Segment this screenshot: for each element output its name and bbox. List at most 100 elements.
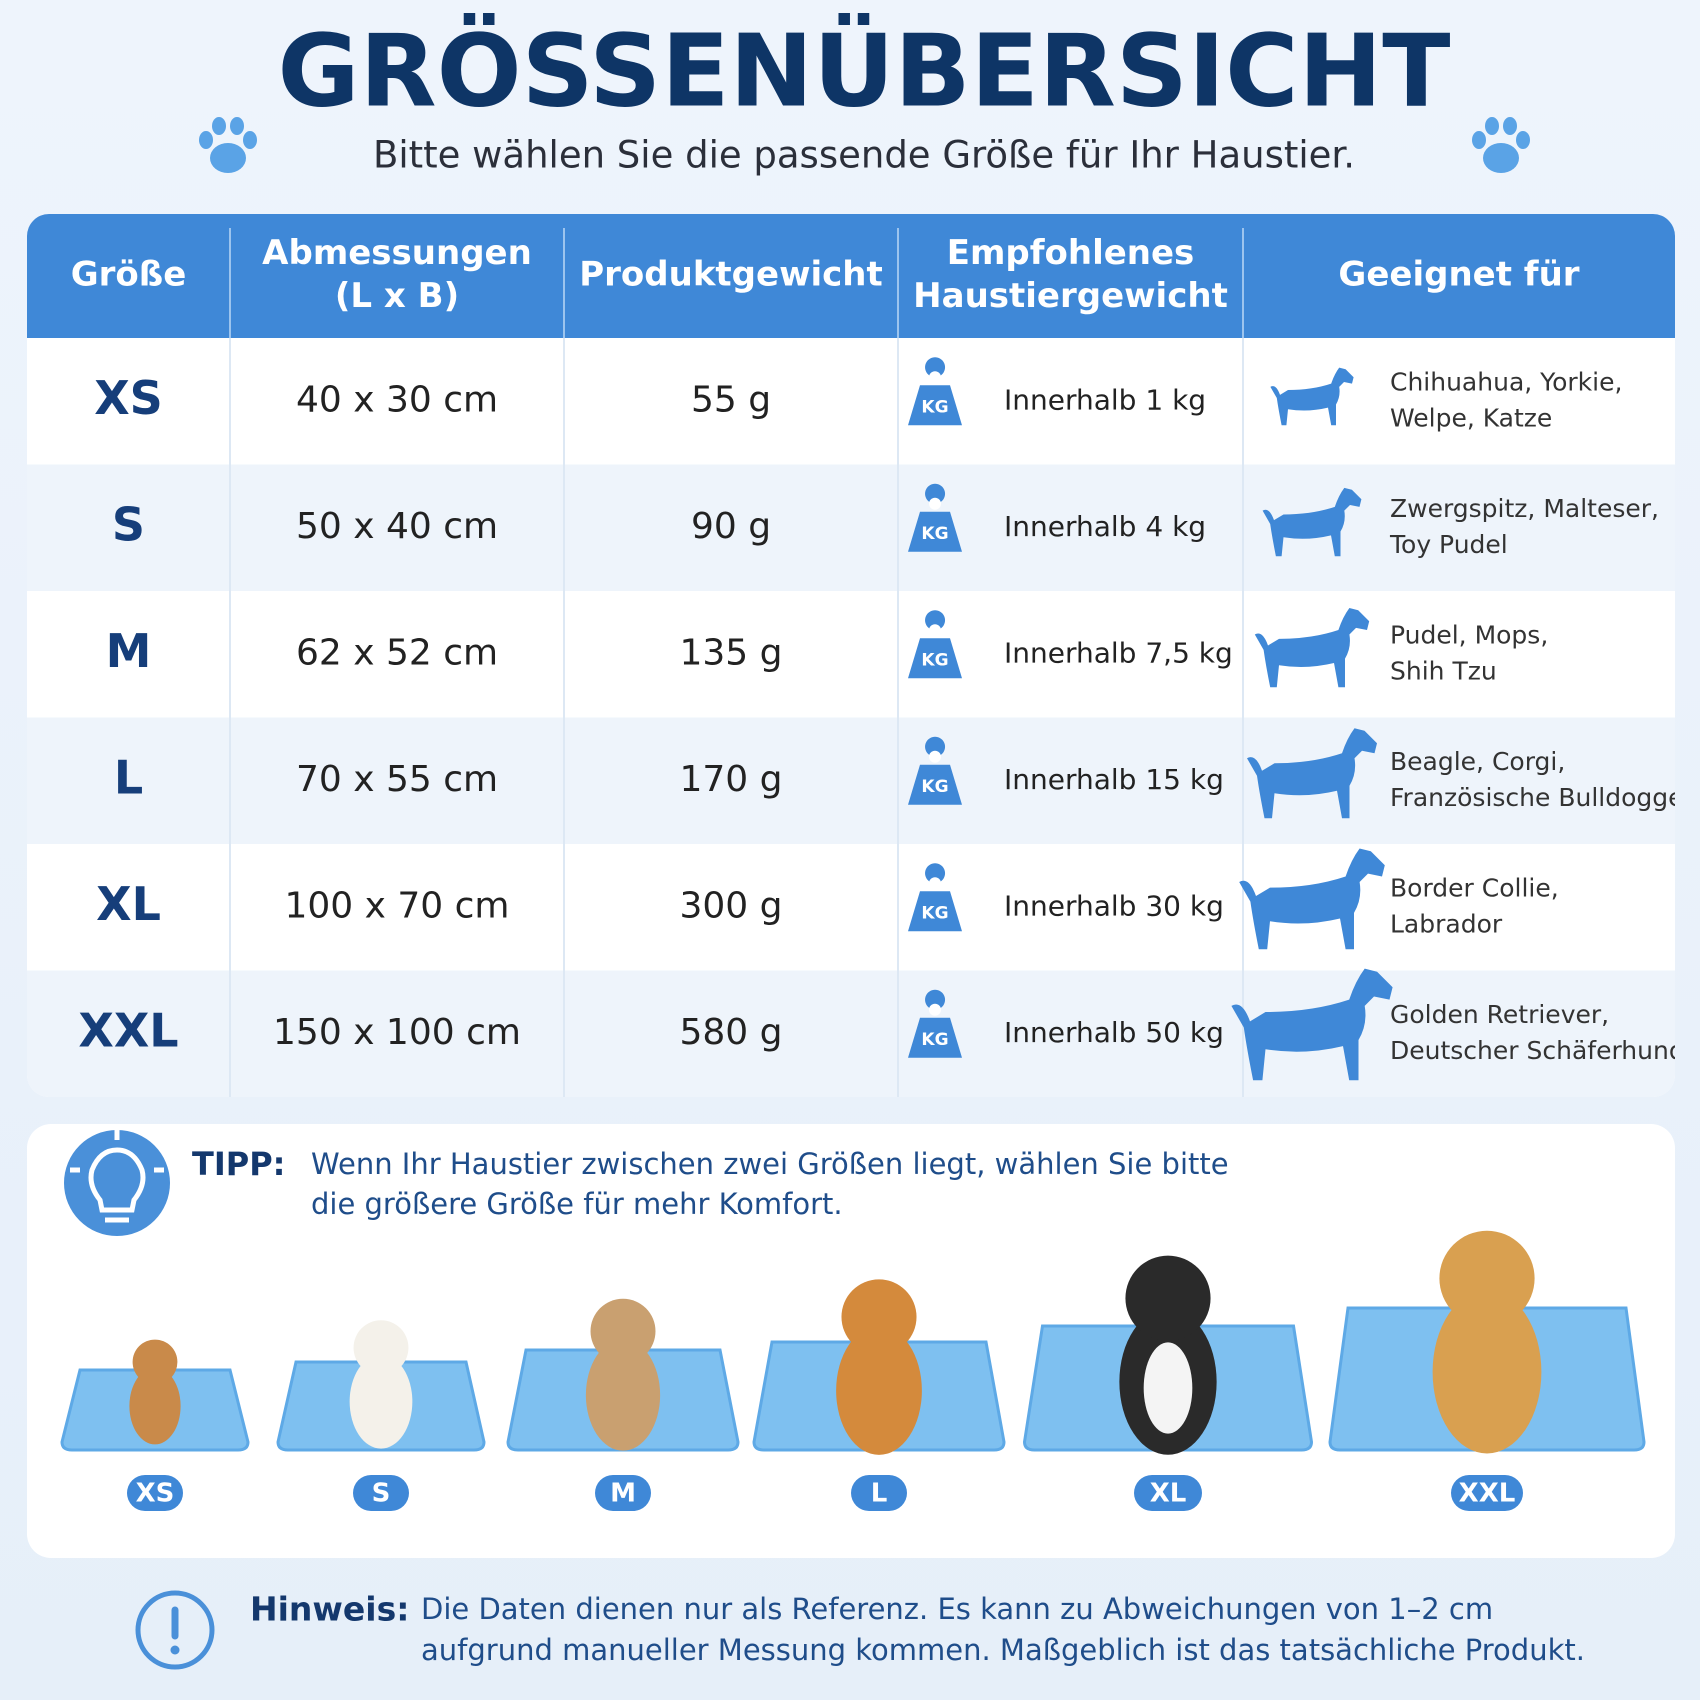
column-header: Produktgewicht: [579, 255, 883, 295]
kg-ring: [929, 1003, 941, 1016]
breeds: Shih Tzu: [1390, 656, 1497, 685]
product-weight: 300 g: [679, 885, 782, 926]
dog-body: [585, 1339, 661, 1451]
breeds: Chihuahua, Yorkie,: [1390, 367, 1622, 396]
product-weight: 580 g: [679, 1012, 782, 1053]
pet-weight: Innerhalb 1 kg: [1004, 383, 1206, 416]
paw-toe: [1472, 131, 1486, 149]
mat-size-label: XS: [136, 1479, 175, 1509]
paw-icons: [199, 117, 1530, 173]
column-header: Haustiergewicht: [913, 276, 1228, 316]
row-bg: [27, 970, 1675, 1097]
kg-ring: [929, 624, 941, 637]
dog-chest: [1143, 1342, 1193, 1434]
table-body: [27, 214, 1675, 1097]
pet-weight: Innerhalb 30 kg: [1004, 889, 1224, 922]
mat-size-label: L: [871, 1479, 888, 1509]
breeds: Golden Retriever,: [1390, 1000, 1609, 1029]
kg-label: KG: [921, 524, 948, 544]
dog-icon: [1270, 367, 1354, 426]
dog-icon: [1231, 968, 1393, 1081]
size-pill: [1451, 1475, 1523, 1511]
note-text: Die Daten dienen nur als Referenz. Es ka…: [421, 1592, 1493, 1626]
pet-weight: Innerhalb 50 kg: [1004, 1016, 1224, 1049]
breeds: Deutscher Schäferhund: [1390, 1036, 1685, 1065]
info-icon-dot: [170, 1645, 180, 1655]
paw-pad: [210, 143, 246, 173]
kg-icon: [908, 989, 962, 1058]
breeds: Pudel, Mops,: [1390, 620, 1548, 649]
bulb-lines: [70, 1130, 164, 1223]
kg-icon: [908, 610, 962, 679]
table-header: [27, 214, 1675, 338]
dog-head: [590, 1298, 656, 1364]
dog-icon: [1254, 608, 1370, 688]
dog-head: [1125, 1255, 1211, 1341]
kg-ring: [929, 497, 941, 510]
table: Größe Abmessungen(L x B) Produktgewicht Emp…: [27, 214, 1685, 1097]
dimensions: 100 x 70 cm: [284, 885, 509, 926]
kg-label: KG: [921, 903, 948, 923]
pet-weight: Innerhalb 7,5 kg: [1004, 636, 1233, 669]
dog-head: [1439, 1230, 1535, 1326]
paw-pad: [1483, 143, 1519, 173]
dimensions: 150 x 100 cm: [273, 1012, 521, 1053]
dog-icon: [1239, 848, 1385, 950]
row-bg: [27, 717, 1675, 844]
column-header: (L x B): [335, 276, 459, 316]
breeds: Toy Pudel: [1389, 530, 1508, 559]
kg-ring: [929, 750, 941, 763]
column-header: Geeignet für: [1338, 255, 1579, 295]
kg-ring: [929, 877, 941, 890]
kg-ring: [929, 371, 941, 384]
size-label: XL: [96, 877, 161, 931]
note-text: aufgrund manueller Messung kommen. Maßge…: [421, 1633, 1585, 1667]
breeds: Französische Bulldogge: [1390, 783, 1684, 812]
dimensions: 50 x 40 cm: [296, 506, 498, 547]
mat-size-label: XXL: [1459, 1479, 1516, 1509]
dog-head: [132, 1339, 178, 1385]
product-weight: 170 g: [679, 759, 782, 800]
size-label: M: [106, 624, 152, 678]
kg-icon: [908, 483, 962, 552]
dimensions: 40 x 30 cm: [296, 379, 498, 420]
title: GRÖSSENÜBERSICHT: [278, 12, 1451, 129]
size-label: XS: [94, 371, 163, 425]
paw-toe: [1516, 131, 1530, 149]
product-weight: 90 g: [691, 506, 771, 547]
dog-head: [841, 1279, 917, 1355]
kg-icon: [908, 863, 962, 932]
paw-toe: [199, 131, 213, 149]
column-header: Abmessungen: [262, 233, 532, 273]
paw-toe: [1503, 117, 1517, 135]
breeds: Labrador: [1390, 909, 1503, 938]
paw-toe: [243, 131, 257, 149]
kg-label: KG: [921, 777, 948, 797]
tip-text: Wenn Ihr Haustier zwischen zwei Größen l…: [311, 1147, 1229, 1181]
column-header: Empfohlenes: [947, 233, 1195, 273]
dog-head: [353, 1320, 409, 1376]
kg-label: KG: [921, 397, 948, 417]
product-weight: 135 g: [679, 632, 782, 673]
subtitle: Bitte wählen Sie die passende Größe für …: [373, 134, 1355, 177]
tip-text: die größere Größe für mehr Komfort.: [311, 1187, 843, 1221]
product-weight: 55 g: [691, 379, 771, 420]
pet-weight: Innerhalb 4 kg: [1004, 510, 1206, 543]
dog-icon: [1247, 728, 1377, 819]
size-pill: [353, 1475, 409, 1511]
kg-icon: [908, 357, 962, 426]
dog-icon: [1262, 487, 1362, 557]
row-bg: [27, 464, 1675, 591]
dimensions: 62 x 52 cm: [296, 632, 498, 673]
column-header: Größe: [71, 255, 187, 295]
dog-body: [129, 1367, 181, 1445]
mat-size-label: M: [610, 1479, 636, 1509]
breeds: Zwergspitz, Malteser,: [1390, 494, 1659, 523]
dimensions: 70 x 55 cm: [296, 759, 498, 800]
kg-icon: [908, 736, 962, 805]
pet-weight: Innerhalb 15 kg: [1004, 763, 1224, 796]
size-pill: [1134, 1475, 1202, 1511]
breeds: Beagle, Corgi,: [1390, 747, 1565, 776]
paw-toe: [1485, 117, 1499, 135]
